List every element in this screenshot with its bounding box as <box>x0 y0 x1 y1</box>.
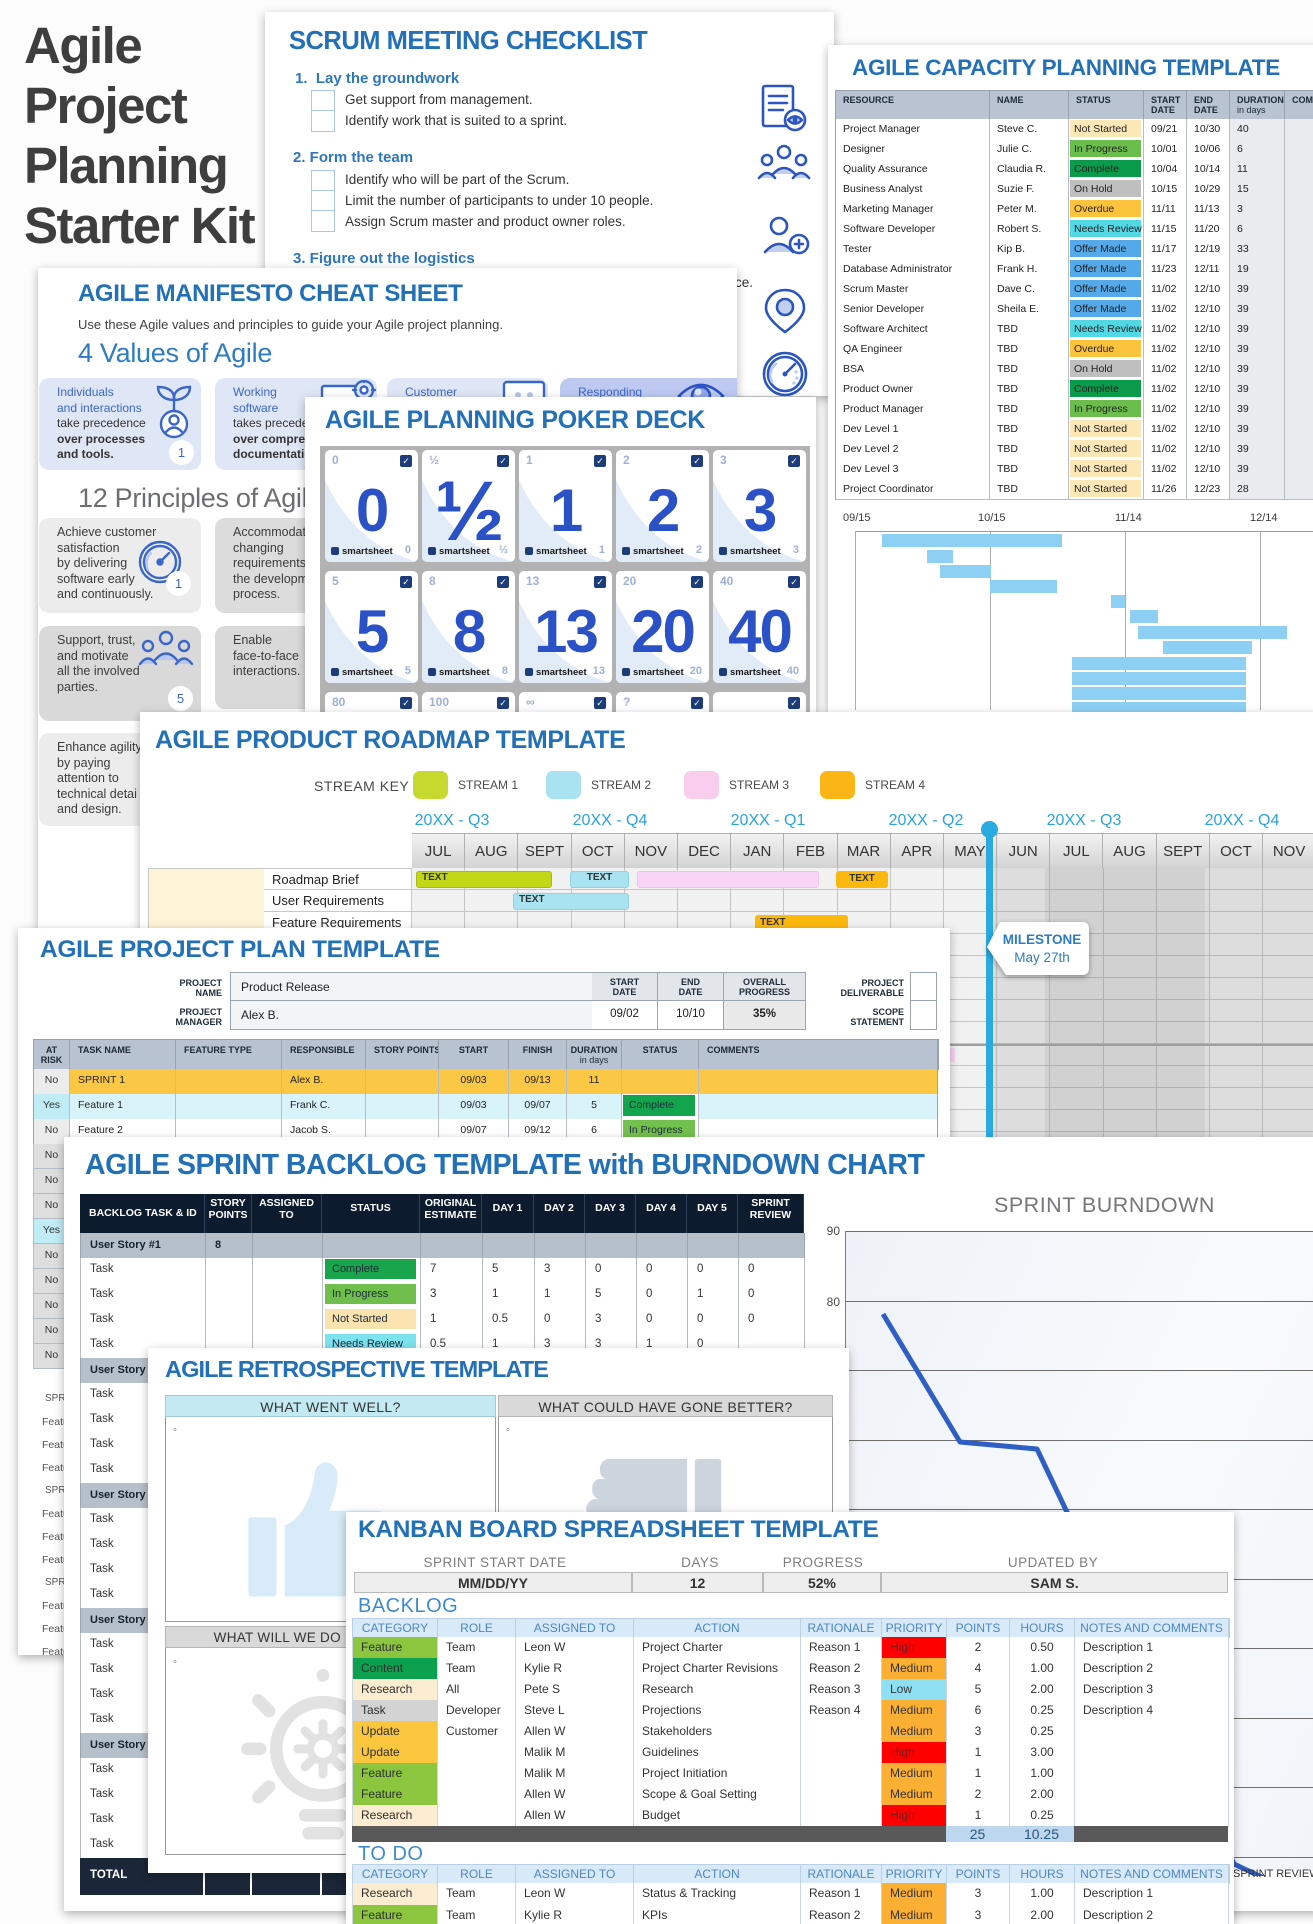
svg-text:May 27th: May 27th <box>1014 950 1070 965</box>
svg-text:MILESTONE: MILESTONE <box>1003 932 1082 947</box>
